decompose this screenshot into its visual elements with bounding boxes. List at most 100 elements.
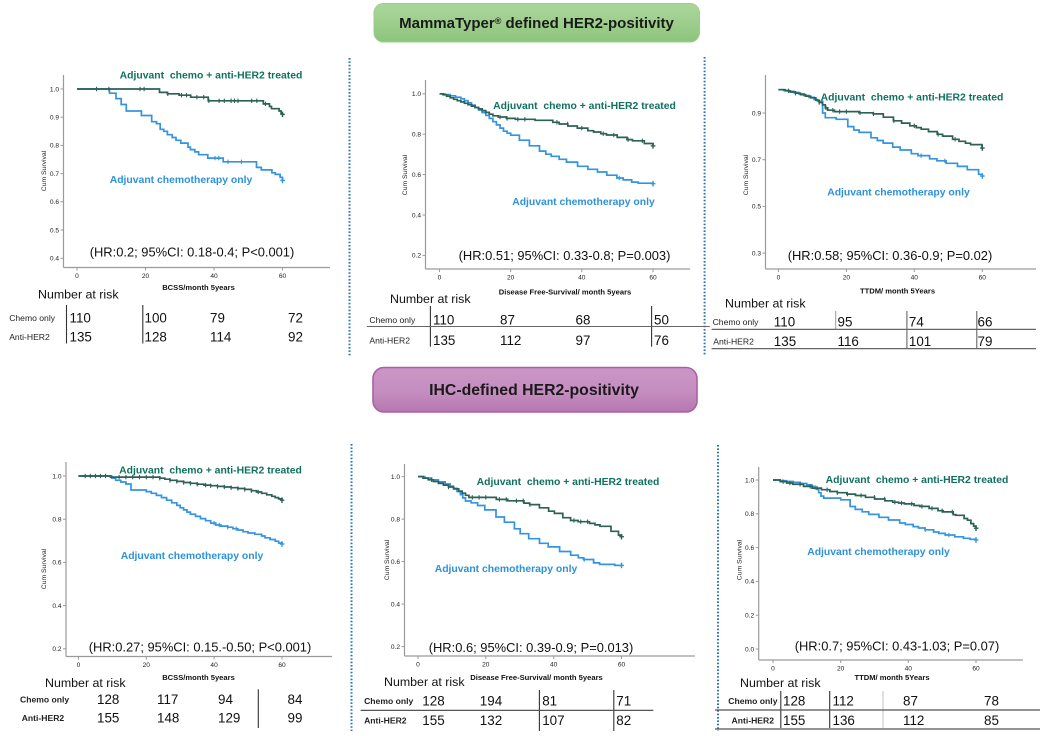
svg-text:MammaTyper® defined HER2-posit: MammaTyper® defined HER2-positivity bbox=[399, 15, 674, 32]
svg-text:135: 135 bbox=[433, 333, 455, 348]
svg-text:Disease Free-Survival/ month 5: Disease Free-Survival/ month 5years bbox=[470, 673, 603, 682]
svg-text:71: 71 bbox=[616, 694, 631, 709]
svg-text:194: 194 bbox=[480, 694, 503, 709]
svg-text:112: 112 bbox=[833, 694, 854, 709]
svg-text:(HR:0.51; 95%CI: 0.33-0.8; P=0: (HR:0.51; 95%CI: 0.33-0.8; P=0.003) bbox=[459, 248, 671, 263]
svg-text:Adjuvant chemo + anti-HER2 tr: Adjuvant chemo + anti-HER2 treated bbox=[477, 477, 660, 488]
svg-text:Adjuvant chemo + anti-HER2 tr: Adjuvant chemo + anti-HER2 treated bbox=[826, 475, 1009, 486]
svg-text:84: 84 bbox=[288, 692, 303, 707]
svg-text:Number at risk: Number at risk bbox=[384, 675, 465, 689]
svg-text:101: 101 bbox=[909, 334, 931, 349]
svg-text:(HR:0.6; 95%CI: 0.39-0.9; P=0.: (HR:0.6; 95%CI: 0.39-0.9; P=0.013) bbox=[429, 640, 634, 655]
svg-text:114: 114 bbox=[210, 329, 232, 344]
svg-text:0.9: 0.9 bbox=[752, 110, 761, 117]
svg-text:0.2: 0.2 bbox=[52, 646, 61, 653]
svg-text:Chemo only: Chemo only bbox=[728, 696, 777, 706]
svg-text:Adjuvant chemotherapy only: Adjuvant chemotherapy only bbox=[512, 197, 655, 208]
svg-text:0.8: 0.8 bbox=[412, 132, 421, 139]
svg-text:78: 78 bbox=[984, 694, 999, 709]
svg-text:20: 20 bbox=[837, 666, 845, 673]
svg-text:40: 40 bbox=[550, 662, 558, 669]
svg-text:BCSS/month 5years: BCSS/month 5years bbox=[162, 673, 235, 682]
svg-text:0.2: 0.2 bbox=[412, 253, 421, 260]
svg-text:Cum Survival: Cum Survival bbox=[402, 154, 409, 195]
svg-text:50: 50 bbox=[654, 313, 669, 328]
svg-text:60: 60 bbox=[278, 662, 286, 669]
svg-text:1.0: 1.0 bbox=[412, 91, 421, 98]
svg-text:40: 40 bbox=[210, 273, 218, 280]
svg-text:76: 76 bbox=[654, 333, 669, 348]
svg-text:Anti-HER2: Anti-HER2 bbox=[369, 336, 410, 346]
svg-text:0.4: 0.4 bbox=[50, 256, 59, 263]
svg-text:(HR:0.7; 95%CI: 0.43-1.03; P=0: (HR:0.7; 95%CI: 0.43-1.03; P=0.07) bbox=[795, 639, 1000, 654]
svg-text:0.5: 0.5 bbox=[50, 227, 59, 234]
svg-text:0: 0 bbox=[416, 662, 420, 669]
svg-text:128: 128 bbox=[783, 694, 805, 709]
svg-text:Chemo only: Chemo only bbox=[9, 313, 56, 323]
svg-text:Cum Survival: Cum Survival bbox=[737, 539, 744, 580]
svg-text:0.6: 0.6 bbox=[50, 199, 59, 206]
svg-text:107: 107 bbox=[542, 713, 564, 728]
svg-text:87: 87 bbox=[903, 694, 918, 709]
svg-text:135: 135 bbox=[774, 334, 796, 349]
svg-text:Adjuvant chemotherapy only: Adjuvant chemotherapy only bbox=[121, 551, 264, 562]
svg-text:117: 117 bbox=[157, 692, 178, 707]
svg-text:60: 60 bbox=[618, 662, 626, 669]
svg-text:74: 74 bbox=[909, 315, 924, 330]
svg-text:0: 0 bbox=[77, 662, 81, 669]
svg-text:20: 20 bbox=[843, 275, 851, 282]
svg-text:Chemo only: Chemo only bbox=[713, 317, 760, 327]
svg-text:97: 97 bbox=[576, 333, 591, 348]
svg-text:112: 112 bbox=[903, 713, 924, 728]
svg-text:94: 94 bbox=[218, 692, 233, 707]
svg-text:Chemo only: Chemo only bbox=[364, 696, 413, 706]
svg-text:155: 155 bbox=[422, 713, 444, 728]
svg-text:85: 85 bbox=[984, 713, 999, 728]
svg-text:128: 128 bbox=[422, 694, 444, 709]
svg-text:Cum Survival: Cum Survival bbox=[743, 154, 750, 195]
svg-text:95: 95 bbox=[838, 315, 853, 330]
svg-text:100: 100 bbox=[145, 311, 167, 326]
svg-text:Anti-HER2: Anti-HER2 bbox=[22, 713, 65, 723]
svg-text:0.8: 0.8 bbox=[745, 511, 754, 518]
svg-text:0: 0 bbox=[777, 275, 781, 282]
svg-text:Anti-HER2: Anti-HER2 bbox=[9, 332, 50, 342]
svg-text:128: 128 bbox=[97, 692, 119, 707]
svg-text:0: 0 bbox=[438, 275, 442, 282]
svg-text:1.0: 1.0 bbox=[391, 474, 400, 481]
svg-text:112: 112 bbox=[500, 333, 521, 348]
svg-text:148: 148 bbox=[157, 711, 179, 726]
svg-text:128: 128 bbox=[145, 329, 167, 344]
svg-text:87: 87 bbox=[500, 313, 515, 328]
svg-text:Chemo only: Chemo only bbox=[369, 315, 416, 325]
svg-text:136: 136 bbox=[833, 713, 855, 728]
svg-text:Number at risk: Number at risk bbox=[725, 297, 806, 311]
svg-text:40: 40 bbox=[911, 275, 919, 282]
svg-text:0.4: 0.4 bbox=[391, 601, 400, 608]
svg-text:Adjuvant chemo + anti-HER2 tr: Adjuvant chemo + anti-HER2 treated bbox=[493, 101, 676, 112]
svg-text:92: 92 bbox=[288, 329, 303, 344]
svg-text:0.9: 0.9 bbox=[50, 115, 59, 122]
svg-text:0.3: 0.3 bbox=[752, 250, 761, 257]
svg-text:155: 155 bbox=[97, 711, 119, 726]
svg-text:0: 0 bbox=[771, 666, 775, 673]
svg-text:Disease Free-Survival/ month 5: Disease Free-Survival/ month 5years bbox=[499, 288, 632, 297]
svg-text:0.4: 0.4 bbox=[412, 212, 421, 219]
svg-text:20: 20 bbox=[482, 662, 490, 669]
svg-text:0.4: 0.4 bbox=[745, 579, 754, 586]
svg-text:20: 20 bbox=[143, 662, 151, 669]
svg-text:155: 155 bbox=[783, 713, 805, 728]
svg-text:Anti-HER2: Anti-HER2 bbox=[732, 716, 775, 726]
svg-text:60: 60 bbox=[649, 275, 657, 282]
svg-text:66: 66 bbox=[978, 315, 993, 330]
svg-text:Anti-HER2: Anti-HER2 bbox=[364, 716, 407, 726]
svg-text:(HR:0.2; 95%CI: 0.18-0.4; P<0.: (HR:0.2; 95%CI: 0.18-0.4; P<0.001) bbox=[90, 245, 295, 260]
svg-text:(HR:0.27; 95%CI: 0.15.-0.50; P: (HR:0.27; 95%CI: 0.15.-0.50; P<0.001) bbox=[89, 640, 312, 655]
svg-text:132: 132 bbox=[480, 713, 502, 728]
svg-text:79: 79 bbox=[978, 334, 993, 349]
svg-text:Number at risk: Number at risk bbox=[740, 676, 821, 690]
svg-text:0.4: 0.4 bbox=[52, 603, 61, 610]
svg-text:TTDM/ month 5Years: TTDM/ month 5Years bbox=[860, 287, 935, 296]
svg-text:0.8: 0.8 bbox=[391, 516, 400, 523]
svg-text:IHC-defined HER2-positivity: IHC-defined HER2-positivity bbox=[429, 382, 639, 399]
